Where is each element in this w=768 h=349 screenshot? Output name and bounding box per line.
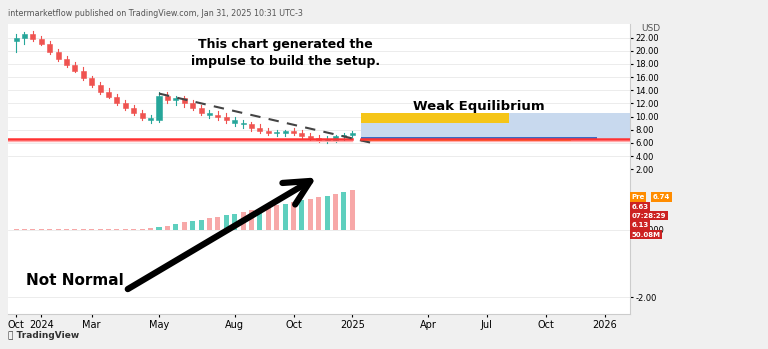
Bar: [72, 229, 78, 230]
Bar: [38, 39, 44, 44]
Bar: [333, 136, 338, 140]
Bar: [89, 229, 94, 230]
Bar: [240, 123, 246, 125]
Bar: [316, 197, 321, 230]
Bar: [31, 34, 35, 39]
Bar: [22, 34, 27, 38]
Bar: [123, 103, 128, 108]
Text: Not Normal: Not Normal: [26, 273, 124, 288]
Bar: [232, 120, 237, 123]
Bar: [350, 133, 355, 135]
Text: 6.13: 6.13: [631, 222, 648, 228]
Bar: [223, 215, 229, 230]
Bar: [182, 98, 187, 103]
Bar: [249, 210, 254, 230]
Bar: [157, 227, 161, 230]
Bar: [106, 91, 111, 97]
Bar: [64, 59, 69, 65]
Bar: [325, 139, 329, 140]
Bar: [31, 229, 35, 230]
Bar: [266, 207, 271, 230]
Bar: [274, 205, 280, 230]
Bar: [198, 108, 204, 113]
Bar: [291, 202, 296, 230]
Bar: [361, 137, 571, 141]
Bar: [14, 38, 18, 41]
Bar: [300, 200, 304, 230]
Bar: [249, 125, 254, 128]
Bar: [64, 229, 69, 230]
Bar: [291, 131, 296, 133]
Bar: [333, 193, 338, 230]
Bar: [165, 226, 170, 230]
Bar: [148, 118, 153, 120]
Text: 6.74: 6.74: [653, 194, 670, 200]
Bar: [300, 133, 304, 136]
Bar: [198, 220, 204, 230]
Bar: [283, 203, 287, 230]
Bar: [55, 52, 61, 59]
Bar: [174, 98, 178, 100]
Text: 07:28:29: 07:28:29: [631, 213, 666, 219]
Bar: [257, 209, 263, 230]
Bar: [308, 136, 313, 138]
Text: USD: USD: [641, 24, 660, 34]
Bar: [114, 229, 120, 230]
Bar: [165, 96, 170, 100]
Bar: [98, 229, 103, 230]
Bar: [190, 103, 195, 108]
Bar: [232, 214, 237, 230]
Bar: [123, 229, 128, 230]
Text: 50.08M: 50.08M: [631, 231, 660, 238]
Bar: [140, 113, 144, 118]
Bar: [47, 229, 52, 230]
Bar: [89, 79, 94, 85]
Bar: [215, 115, 220, 117]
Text: This chart generated the
impulse to build the setup.: This chart generated the impulse to buil…: [190, 38, 379, 68]
Bar: [114, 97, 120, 103]
Bar: [72, 65, 78, 70]
Bar: [22, 229, 27, 230]
Bar: [274, 132, 280, 133]
Bar: [98, 85, 103, 91]
Bar: [131, 229, 136, 230]
Bar: [106, 229, 111, 230]
Bar: [316, 138, 321, 140]
Bar: [47, 44, 52, 52]
Text: 6.63: 6.63: [631, 203, 648, 210]
Bar: [190, 221, 195, 230]
Bar: [157, 96, 161, 120]
Text: Pre: Pre: [631, 194, 644, 200]
Bar: [350, 190, 355, 230]
Bar: [342, 192, 346, 230]
Bar: [257, 128, 263, 131]
Bar: [140, 229, 144, 230]
Bar: [182, 222, 187, 230]
Bar: [308, 199, 313, 230]
Bar: [215, 217, 220, 230]
Bar: [325, 195, 329, 230]
Bar: [174, 224, 178, 230]
Bar: [81, 229, 86, 230]
Bar: [223, 117, 229, 120]
Bar: [240, 213, 246, 230]
Bar: [38, 229, 44, 230]
Bar: [131, 108, 136, 113]
Bar: [55, 229, 61, 230]
Bar: [361, 113, 630, 139]
Bar: [342, 135, 346, 136]
Bar: [207, 218, 212, 230]
Bar: [81, 70, 86, 79]
Bar: [361, 113, 508, 123]
Bar: [207, 113, 212, 115]
Bar: [148, 228, 153, 230]
Bar: [266, 131, 271, 133]
Bar: [361, 137, 598, 139]
Text: ⧉ TradingView: ⧉ TradingView: [8, 331, 79, 340]
Text: intermarketflow published on TradingView.com, Jan 31, 2025 10:31 UTC-3: intermarketflow published on TradingView…: [8, 9, 303, 18]
Bar: [283, 131, 287, 133]
Text: Weak Equilibrium: Weak Equilibrium: [412, 100, 545, 113]
Bar: [14, 229, 18, 230]
